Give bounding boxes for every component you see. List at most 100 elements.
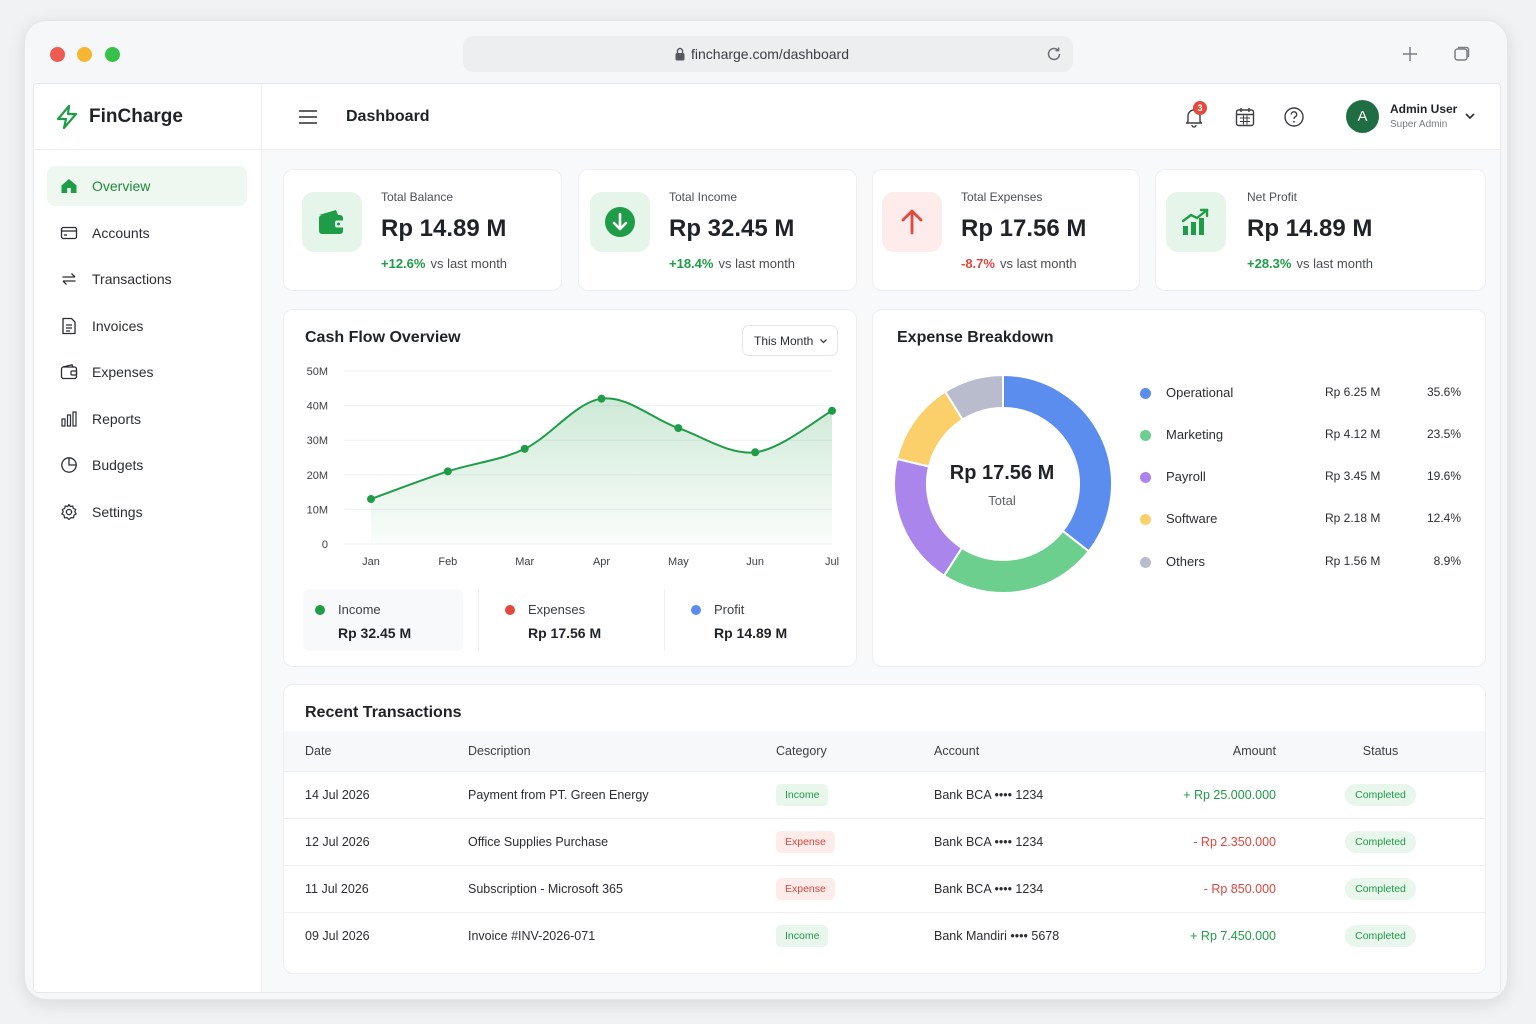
kpi-delta: +12.6% vs last month xyxy=(381,256,507,271)
category-badge: Expense xyxy=(776,830,835,853)
donut-slice-others[interactable] xyxy=(943,373,1004,421)
wallet-icon xyxy=(60,364,78,380)
maximize-window-button[interactable] xyxy=(105,47,120,62)
donut-slice-marketing[interactable] xyxy=(942,529,1091,594)
expense-name: Payroll xyxy=(1166,469,1206,484)
help-icon[interactable] xyxy=(1283,106,1305,128)
legend-dot xyxy=(505,605,515,615)
user-role: Super Admin xyxy=(1390,119,1448,130)
data-point[interactable] xyxy=(751,448,760,457)
expense-percent: 19.6% xyxy=(1426,469,1461,483)
kpi-icon-container xyxy=(590,192,650,252)
legend-dot xyxy=(691,605,701,615)
sidebar-nav: Overview Accounts Transactions xyxy=(47,166,247,538)
expense-item-software: Software Rp 2.18 M 12.4% xyxy=(1139,509,1469,529)
card-icon xyxy=(60,226,78,239)
table-row[interactable]: 14 Jul 2026 Payment from PT. Green Energ… xyxy=(284,770,1485,818)
expense-amount: Rp 6.25 M xyxy=(1325,385,1381,399)
transaction-description: Invoice #INV-2026-071 xyxy=(468,911,776,959)
cashflow-card: Cash Flow Overview This Month 0 10M 20M 30M… xyxy=(283,309,857,667)
sidebar-item-label: Expenses xyxy=(92,364,154,380)
sidebar-item-label: Reports xyxy=(92,410,142,427)
avatar[interactable]: A xyxy=(1346,100,1379,133)
top-header: Dashboard 3 A Admin User Super Admin xyxy=(262,84,1500,150)
data-point[interactable] xyxy=(828,406,836,415)
data-point[interactable] xyxy=(597,394,606,403)
kpi-card-total-income[interactable]: Total Income Rp 32.45 M +18.4% vs last mo… xyxy=(578,169,857,291)
calendar-icon[interactable] xyxy=(1234,106,1256,128)
kpi-delta-suffix: vs last month xyxy=(718,256,796,271)
main-content: Total Balance Rp 14.89 M +12.6% vs last m… xyxy=(262,150,1500,992)
brand-name: FinCharge xyxy=(89,106,183,127)
expense-percent: 23.5% xyxy=(1426,427,1461,441)
expense-breakdown-title: Expense Breakdown xyxy=(897,329,1054,346)
category-cell: Expense xyxy=(776,817,934,865)
reload-icon[interactable] xyxy=(1045,45,1063,63)
period-dropdown[interactable]: This Month xyxy=(742,325,838,356)
growth-chart-icon xyxy=(1181,208,1209,235)
table-row[interactable]: 11 Jul 2026 Subscription - Microsoft 365… xyxy=(284,864,1485,912)
address-bar[interactable]: fincharge.com/dashboard xyxy=(463,36,1073,72)
bar-chart-icon xyxy=(61,410,77,427)
data-point[interactable] xyxy=(443,467,452,476)
table-row[interactable]: 09 Jul 2026 Invoice #INV-2026-071 Income… xyxy=(284,911,1485,959)
kpi-icon-container xyxy=(302,192,362,252)
kpi-delta-percent: +18.4% xyxy=(669,256,714,271)
expense-percent: 35.6% xyxy=(1426,385,1461,399)
new-tab-icon[interactable] xyxy=(1401,45,1419,63)
kpi-delta-percent: -8.7% xyxy=(961,256,995,271)
transaction-amount: + Rp 25.000.000 xyxy=(1106,770,1276,818)
kpi-card-total-balance[interactable]: Total Balance Rp 14.89 M +12.6% vs last m… xyxy=(283,169,562,291)
legend-value: Rp 32.45 M xyxy=(338,625,412,641)
chevron-down-icon[interactable] xyxy=(1464,111,1476,121)
sidebar: FinCharge Overview Accounts xyxy=(34,84,262,992)
gear-icon xyxy=(61,503,77,520)
kpi-card-net-profit[interactable]: Net Profit Rp 14.89 M +28.3% vs last mont… xyxy=(1155,169,1486,291)
sidebar-item-transactions[interactable]: Transactions xyxy=(47,259,247,299)
data-point[interactable] xyxy=(520,444,529,453)
column-header-amount[interactable]: Amount xyxy=(1232,743,1276,758)
y-tick-label: 40M xyxy=(307,401,328,413)
data-point[interactable] xyxy=(674,424,683,433)
expense-name: Marketing xyxy=(1166,427,1224,442)
sidebar-item-budgets[interactable]: Budgets xyxy=(47,445,247,485)
donut-slice-operational[interactable] xyxy=(1002,373,1113,553)
x-tick-label: Feb xyxy=(438,556,457,568)
column-header-account[interactable]: Account xyxy=(934,743,980,758)
sidebar-item-overview[interactable]: Overview xyxy=(47,166,247,206)
transaction-date: 12 Jul 2026 xyxy=(284,817,468,865)
donut-total: Rp 17.56 M xyxy=(949,462,1055,484)
column-header-date[interactable]: Date xyxy=(305,743,332,758)
expense-item-payroll: Payroll Rp 3.45 M 19.6% xyxy=(1139,467,1469,487)
brand[interactable]: FinCharge xyxy=(34,84,262,150)
expense-item-others: Others Rp 1.56 M 8.9% xyxy=(1139,552,1469,572)
transaction-description: Office Supplies Purchase xyxy=(468,817,776,865)
category-cell: Expense xyxy=(776,864,934,912)
kpi-card-total-expenses[interactable]: Total Expenses Rp 17.56 M -8.7% vs last m… xyxy=(872,169,1140,291)
invoice-icon xyxy=(62,317,76,334)
sidebar-item-invoices[interactable]: Invoices xyxy=(47,306,247,346)
arrow-down-circle-icon xyxy=(605,207,635,237)
sidebar-item-expenses[interactable]: Expenses xyxy=(47,352,247,392)
home-icon xyxy=(61,179,77,193)
close-window-button[interactable] xyxy=(50,47,65,62)
legend-value: Rp 14.89 M xyxy=(714,625,788,641)
sidebar-item-settings[interactable]: Settings xyxy=(47,492,247,532)
expense-item-marketing: Marketing Rp 4.12 M 23.5% xyxy=(1139,425,1469,445)
status-cell: Completed xyxy=(1276,770,1485,818)
sidebar-item-reports[interactable]: Reports xyxy=(47,399,247,439)
status-cell: Completed xyxy=(1276,864,1485,912)
expense-percent: 12.4% xyxy=(1426,511,1461,525)
table-row[interactable]: 12 Jul 2026 Office Supplies Purchase Exp… xyxy=(284,817,1485,865)
sidebar-item-accounts[interactable]: Accounts xyxy=(47,213,247,253)
tab-overview-icon[interactable] xyxy=(1453,45,1471,63)
column-header-description[interactable]: Description xyxy=(468,743,531,758)
hamburger-menu-icon[interactable] xyxy=(298,108,318,126)
y-tick-label: 0 xyxy=(322,539,328,551)
minimize-window-button[interactable] xyxy=(77,47,92,62)
x-tick-label: Jun xyxy=(746,556,764,568)
category-cell: Income xyxy=(776,911,934,959)
data-point[interactable] xyxy=(367,495,375,504)
column-header-category[interactable]: Category xyxy=(776,743,827,758)
column-header-status[interactable]: Status xyxy=(1362,743,1399,758)
